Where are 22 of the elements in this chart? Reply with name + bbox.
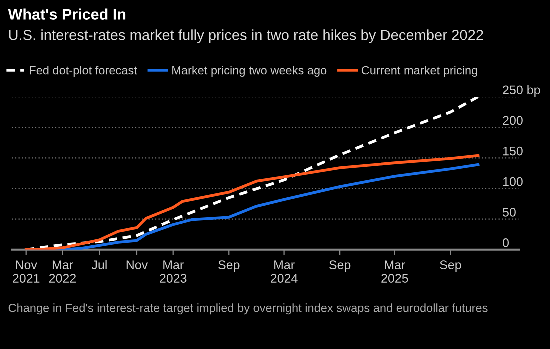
x-tick-label: Jul xyxy=(92,260,107,270)
y-tick-label: 150 xyxy=(503,146,523,156)
x-tick-label: Sep xyxy=(218,260,240,272)
x-tick-label: Sep xyxy=(330,260,351,272)
x-tick-label: Mar 2025 xyxy=(382,260,408,283)
legend-label: Market pricing two weeks ago xyxy=(172,66,327,78)
text: Change in Fed's interest-rate target implied by overnight index swaps and eurodollar futures xyxy=(8,304,488,315)
legend-label: Fed dot-plot forecast xyxy=(30,66,138,78)
y-tick-label: 250 bp xyxy=(503,85,540,98)
chart-subtitle: U.S. interest-rates market fully prices in two rate hikes by December 2022 xyxy=(9,30,484,44)
x-tick-label: Mar 2022 xyxy=(49,260,76,283)
y-tick-label: 0 xyxy=(503,238,509,248)
y-tick-label: 100 xyxy=(503,177,523,186)
x-tick-label: Sep xyxy=(440,260,462,272)
x-tick-label: Mar 2023 xyxy=(160,260,187,283)
x-tick-label: Nov 2021 xyxy=(13,260,40,283)
legend-label: Current market pricing xyxy=(362,66,478,78)
x-tick-label: Mar 2024 xyxy=(271,260,298,283)
x-tick-label: Nov xyxy=(126,260,148,270)
y-tick-label: 50 xyxy=(503,208,516,217)
y-tick-label: 200 xyxy=(503,116,523,126)
chart-title: What's Priced In xyxy=(8,8,126,20)
